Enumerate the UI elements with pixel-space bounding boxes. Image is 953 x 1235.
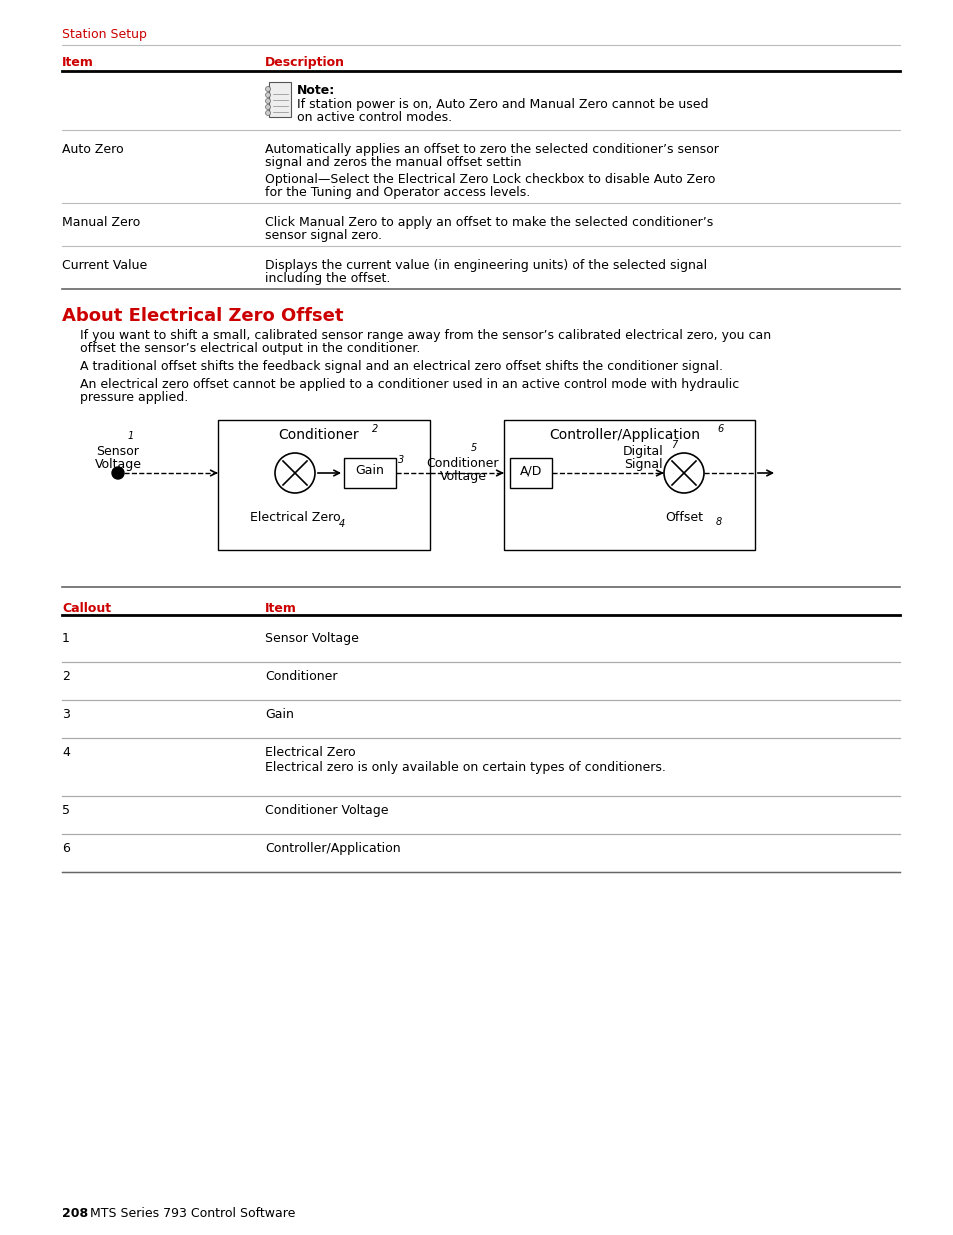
Text: Electrical zero is only available on certain types of conditioners.: Electrical zero is only available on cer… [265, 761, 665, 774]
Text: pressure applied.: pressure applied. [80, 391, 188, 404]
Bar [503, 420, 754, 550]
Text: on active control modes.: on active control modes. [296, 111, 452, 124]
Text: Callout: Callout [62, 601, 111, 615]
Text: If you want to shift a small, calibrated sensor range away from the sensor’s cal: If you want to shift a small, calibrated… [80, 329, 770, 342]
Text: Item: Item [265, 601, 296, 615]
Text: Optional—Select the Electrical Zero Lock checkbox to disable Auto Zero: Optional—Select the Electrical Zero Lock… [265, 173, 715, 186]
Text: 1: 1 [128, 431, 134, 441]
Text: Gain: Gain [265, 708, 294, 721]
Text: 2: 2 [372, 424, 377, 433]
Text: Signal: Signal [623, 458, 662, 471]
Circle shape [265, 105, 271, 110]
Text: Conditioner: Conditioner [426, 457, 498, 471]
Text: 6: 6 [62, 842, 70, 855]
Text: Electrical Zero: Electrical Zero [250, 511, 340, 524]
Circle shape [112, 467, 124, 479]
Text: 3: 3 [62, 708, 70, 721]
Text: 6: 6 [717, 424, 723, 433]
Text: Automatically applies an offset to zero the selected conditioner’s sensor: Automatically applies an offset to zero … [265, 143, 719, 156]
Text: Sensor: Sensor [96, 445, 139, 458]
FancyBboxPatch shape [269, 82, 291, 117]
Text: 4: 4 [338, 519, 345, 529]
Text: 208: 208 [62, 1207, 88, 1220]
Text: A traditional offset shifts the feedback signal and an electrical zero offset sh: A traditional offset shifts the feedback… [80, 359, 722, 373]
Circle shape [265, 86, 271, 91]
Text: Controller/Application: Controller/Application [265, 842, 400, 855]
Bar [344, 458, 395, 488]
Text: 7: 7 [671, 440, 677, 450]
Text: Conditioner: Conditioner [278, 429, 359, 442]
Text: 2: 2 [62, 671, 70, 683]
Text: Note:: Note: [296, 84, 335, 98]
Text: signal and zeros the manual offset settin: signal and zeros the manual offset setti… [265, 156, 521, 169]
Text: sensor signal zero.: sensor signal zero. [265, 228, 381, 242]
Text: Station Setup: Station Setup [62, 28, 147, 41]
Text: including the offset.: including the offset. [265, 272, 390, 285]
Text: Offset: Offset [664, 511, 702, 524]
Text: for the Tuning and Operator access levels.: for the Tuning and Operator access level… [265, 186, 530, 199]
Text: Voltage: Voltage [439, 471, 486, 483]
Text: 5: 5 [62, 804, 70, 818]
Text: Controller/Application: Controller/Application [548, 429, 700, 442]
Text: Conditioner: Conditioner [265, 671, 337, 683]
Text: 4: 4 [62, 746, 70, 760]
Text: Click Manual Zero to apply an offset to make the selected conditioner’s: Click Manual Zero to apply an offset to … [265, 216, 713, 228]
Text: Sensor Voltage: Sensor Voltage [265, 632, 358, 645]
Bar [510, 458, 552, 488]
Bar [218, 420, 430, 550]
Text: 5: 5 [471, 443, 476, 453]
Text: A/D: A/D [519, 464, 541, 478]
Circle shape [265, 99, 271, 104]
Text: An electrical zero offset cannot be applied to a conditioner used in an active c: An electrical zero offset cannot be appl… [80, 378, 739, 391]
Text: Current Value: Current Value [62, 259, 147, 272]
Text: Digital: Digital [622, 445, 663, 458]
Text: 1: 1 [62, 632, 70, 645]
Text: Displays the current value (in engineering units) of the selected signal: Displays the current value (in engineeri… [265, 259, 706, 272]
Text: Voltage: Voltage [94, 458, 141, 471]
Text: About Electrical Zero Offset: About Electrical Zero Offset [62, 308, 343, 325]
Text: 3: 3 [397, 454, 404, 466]
Circle shape [265, 93, 271, 98]
Text: Auto Zero: Auto Zero [62, 143, 124, 156]
Text: Electrical Zero: Electrical Zero [265, 746, 355, 760]
Text: Manual Zero: Manual Zero [62, 216, 140, 228]
Text: MTS Series 793 Control Software: MTS Series 793 Control Software [82, 1207, 295, 1220]
Text: Gain: Gain [355, 464, 384, 478]
Text: offset the sensor’s electrical output in the conditioner.: offset the sensor’s electrical output in… [80, 342, 420, 354]
Text: If station power is on, Auto Zero and Manual Zero cannot be used: If station power is on, Auto Zero and Ma… [296, 98, 708, 111]
Text: Conditioner Voltage: Conditioner Voltage [265, 804, 388, 818]
Text: 8: 8 [716, 517, 721, 527]
Text: Description: Description [265, 56, 345, 69]
Text: Item: Item [62, 56, 93, 69]
Circle shape [265, 110, 271, 116]
